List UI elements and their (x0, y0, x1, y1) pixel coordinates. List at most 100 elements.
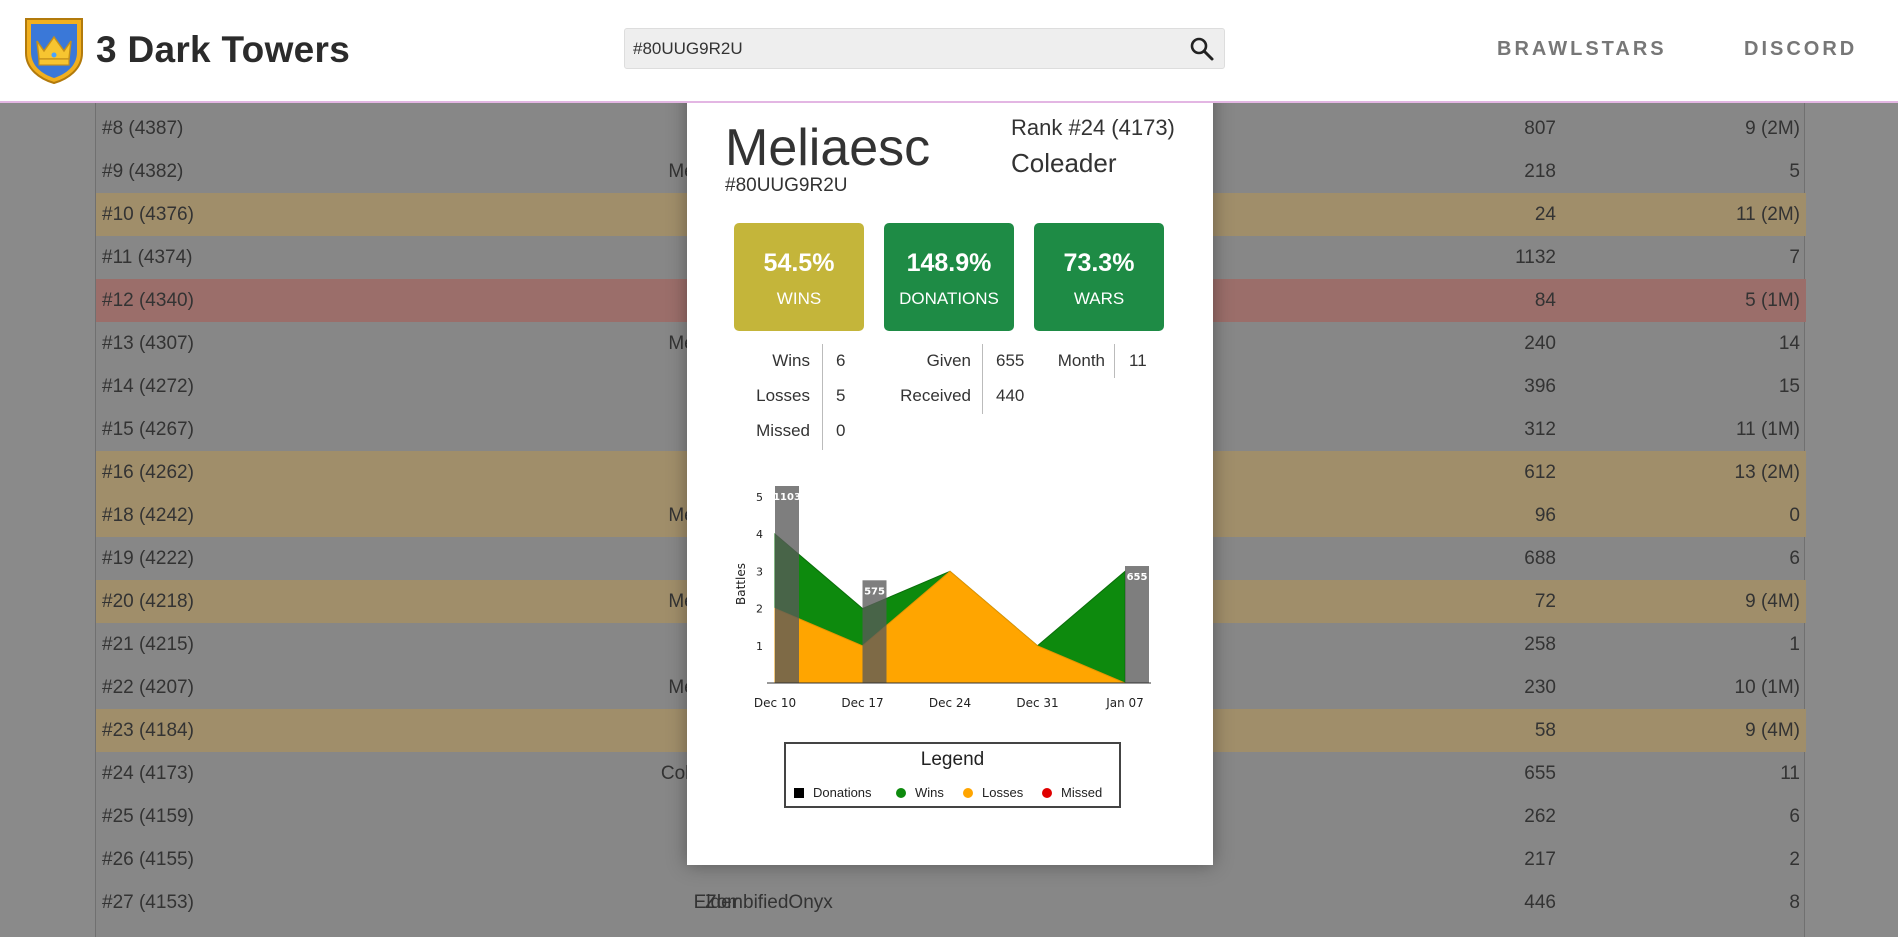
player-rank: Rank #24 (4173) (1011, 115, 1175, 140)
donations-cell: 230 (1524, 677, 1556, 698)
donations-cell: 84 (1534, 290, 1556, 311)
donations-cell: 258 (1524, 634, 1556, 655)
rank-cell: #22 (4207) (102, 677, 194, 698)
legend-label-losses: Losses (982, 785, 1024, 800)
chart-legend: Legend Donations Wins Losses Missed (784, 742, 1121, 808)
donations-stat-card: 148.9% DONATIONS (884, 223, 1014, 331)
legend-label-missed: Missed (1061, 785, 1103, 800)
top-header: 3 Dark Towers BRAWLSTARS DISCORD (0, 0, 1898, 103)
legend-item-donations: Donations (794, 785, 872, 800)
rank-cell: #15 (4267) (102, 419, 194, 440)
player-tag: #80UUG9R2U (725, 175, 848, 196)
war-wins-label: Wins (772, 351, 810, 370)
received-label: Received (900, 386, 971, 405)
wars-cell: 7 (1789, 247, 1800, 268)
wars-cell: 5 (1789, 161, 1800, 182)
wars-cell: 10 (1M) (1734, 677, 1800, 698)
rank-cell: #19 (4222) (102, 548, 194, 569)
circle-icon (963, 788, 973, 798)
table-row[interactable]: #27 (4153) Elder ZombifiedOnyx 446 8 (96, 881, 1806, 924)
brand-title[interactable]: 3 Dark Towers (96, 29, 351, 70)
rank-cell: #18 (4242) (102, 505, 194, 526)
donations-cell: 217 (1524, 849, 1556, 870)
battles-chart: 1103 575 655 1 2 3 4 5 Dec 10 Dec 17 Dec 24 Dec 31 J… (734, 486, 1151, 710)
wars-cell: 9 (2M) (1745, 118, 1800, 139)
legend-label-wins: Wins (915, 785, 944, 800)
wars-cell: 14 (1778, 333, 1800, 354)
donations-cell: 240 (1524, 333, 1556, 354)
y-tick-label: 1 (756, 640, 763, 653)
rank-cell: #27 (4153) (102, 892, 194, 913)
war-losses-label: Losses (756, 386, 810, 405)
crown-shield-logo-icon[interactable] (22, 15, 86, 85)
donations-percent: 148.9% (906, 249, 992, 277)
rank-cell: #23 (4184) (102, 720, 194, 741)
wars-percent: 73.3% (1063, 249, 1135, 277)
wars-cell: 2 (1789, 849, 1800, 870)
donations-card-label: DONATIONS (899, 289, 999, 308)
donations-cell: 1132 (1515, 247, 1556, 268)
war-missed-value: 0 (836, 421, 846, 440)
wars-cell: 13 (2M) (1734, 462, 1800, 483)
wars-cell: 11 (1M) (1735, 419, 1800, 440)
donations-cell: 24 (1534, 204, 1556, 225)
rank-cell: #9 (4382) (102, 161, 184, 182)
x-tick-label: Dec 31 (1016, 696, 1058, 710)
donation-bar-label: 575 (864, 586, 885, 597)
y-tick-label: 4 (756, 528, 763, 541)
legend-title: Legend (920, 749, 985, 770)
wars-cell: 8 (1789, 892, 1800, 913)
received-value: 440 (996, 386, 1025, 405)
month-label: Month (1057, 351, 1105, 370)
wars-cell: 9 (4M) (1745, 591, 1800, 612)
search-icon[interactable] (1188, 35, 1216, 63)
y-tick-label: 5 (756, 491, 763, 504)
search-bar (624, 28, 1225, 69)
circle-icon (896, 788, 906, 798)
donations-cell: 655 (1524, 763, 1556, 784)
wars-stat-card: 73.3% WARS (1034, 223, 1164, 331)
name-cell: ZombifiedOnyx (705, 892, 833, 913)
x-tick-label: Dec 17 (841, 696, 883, 710)
rank-cell: #21 (4215) (102, 634, 194, 655)
war-losses-value: 5 (836, 386, 846, 405)
nav-link-discord[interactable]: DISCORD (1744, 38, 1858, 60)
square-icon (794, 788, 804, 798)
player-profile-modal: Meliaesc #80UUG9R2U Rank #24 (4173) Cole… (687, 86, 1213, 865)
donation-bar (1125, 566, 1149, 683)
legend-item-losses: Losses (963, 785, 1023, 800)
donations-cell: 58 (1534, 720, 1556, 741)
legend-label-donations: Donations (813, 785, 872, 800)
donation-bar-label: 1103 (773, 492, 801, 503)
search-input[interactable] (633, 29, 1173, 68)
donations-cell: 262 (1524, 806, 1556, 827)
y-tick-label: 2 (756, 603, 763, 616)
rank-cell: #20 (4218) (102, 591, 194, 612)
month-stats-divider (1114, 344, 1115, 378)
rank-cell: #14 (4272) (102, 376, 194, 397)
donations-cell: 396 (1524, 376, 1556, 397)
donations-cell: 688 (1524, 548, 1556, 569)
wars-cell: 15 (1778, 376, 1800, 397)
rank-cell: #25 (4159) (102, 806, 194, 827)
rank-cell: #11 (4374) (102, 247, 193, 268)
donation-bar (862, 580, 887, 683)
nav-link-brawlstars[interactable]: BRAWLSTARS (1497, 38, 1667, 60)
donations-cell: 807 (1524, 118, 1556, 139)
player-role: Coleader (1011, 148, 1117, 178)
wars-cell: 0 (1789, 505, 1800, 526)
legend-item-wins: Wins (896, 785, 944, 800)
wars-cell: 11 (1780, 763, 1800, 784)
rank-cell: #13 (4307) (102, 333, 194, 354)
war-missed-label: Missed (756, 421, 810, 440)
wars-cell: 1 (1789, 634, 1800, 655)
rank-cell: #16 (4262) (102, 462, 194, 483)
wars-cell: 9 (4M) (1745, 720, 1800, 741)
x-tick-label: Dec 24 (929, 696, 971, 710)
wars-cell: 6 (1789, 548, 1800, 569)
rank-cell: #12 (4340) (102, 290, 194, 311)
war-wins-value: 6 (836, 351, 846, 370)
rank-cell: #10 (4376) (102, 204, 194, 225)
wins-percent: 54.5% (763, 249, 835, 277)
given-label: Given (926, 351, 971, 370)
